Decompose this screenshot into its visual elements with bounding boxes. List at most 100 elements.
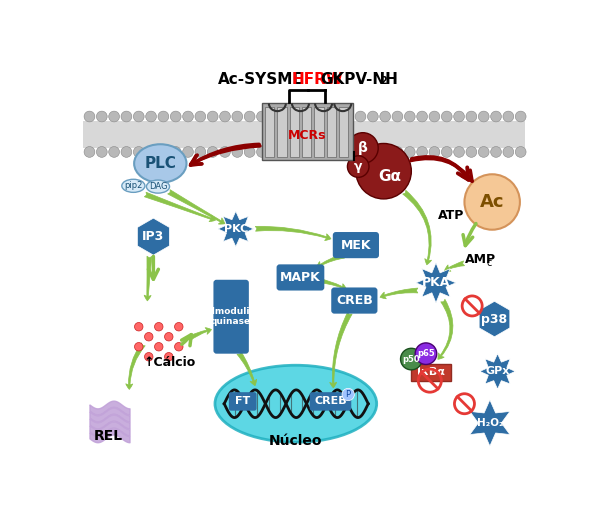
Circle shape [466,111,477,122]
Circle shape [158,147,169,157]
Circle shape [392,111,403,122]
Text: MEK: MEK [340,239,371,251]
Text: CREB: CREB [314,397,347,406]
Circle shape [400,348,422,370]
Text: p38: p38 [482,313,508,326]
Circle shape [109,147,120,157]
Bar [278,106,286,157]
Circle shape [429,111,440,122]
Circle shape [183,147,193,157]
Circle shape [306,147,317,157]
Circle shape [380,147,391,157]
Bar [314,106,324,157]
Circle shape [269,147,280,157]
Circle shape [232,147,243,157]
Circle shape [454,147,464,157]
Circle shape [158,111,169,122]
Text: 2: 2 [380,76,387,86]
Text: REL: REL [93,429,123,443]
Circle shape [415,343,436,364]
Text: H₂O₂: H₂O₂ [477,418,503,428]
Circle shape [515,147,526,157]
Circle shape [219,147,230,157]
Text: Núcleo: Núcleo [269,434,323,448]
Text: ATP: ATP [438,209,464,221]
Text: β: β [358,141,368,155]
Circle shape [441,147,452,157]
Bar [265,106,275,157]
Circle shape [347,133,378,163]
Text: GKPV-NH: GKPV-NH [320,72,398,87]
FancyBboxPatch shape [310,392,351,411]
Circle shape [503,147,514,157]
Circle shape [146,147,157,157]
Text: AMP: AMP [466,253,496,266]
Polygon shape [416,263,456,303]
FancyBboxPatch shape [229,392,257,411]
Circle shape [281,147,292,157]
Circle shape [306,111,317,122]
Ellipse shape [146,180,170,193]
FancyBboxPatch shape [213,280,249,354]
Circle shape [479,111,489,122]
Circle shape [232,111,243,122]
Circle shape [146,111,157,122]
Text: MCRs: MCRs [288,129,327,142]
Circle shape [343,111,353,122]
Text: MAPK: MAPK [280,271,321,284]
Polygon shape [138,218,170,255]
Circle shape [170,111,181,122]
Circle shape [133,147,144,157]
Ellipse shape [134,144,186,183]
Bar [412,364,451,381]
Text: PKA: PKA [422,276,450,289]
Text: ↑Cálcio: ↑Cálcio [144,356,196,370]
Circle shape [380,111,391,122]
Circle shape [208,111,218,122]
Circle shape [133,111,144,122]
Circle shape [454,111,464,122]
Text: IκBα: IκBα [417,367,445,377]
Text: IP3: IP3 [142,230,164,243]
Circle shape [170,147,181,157]
Circle shape [466,147,477,157]
Circle shape [343,147,353,157]
Circle shape [195,147,206,157]
Circle shape [121,111,132,122]
Text: Ac: Ac [480,193,505,211]
Text: FT: FT [235,397,250,406]
Circle shape [330,147,341,157]
Circle shape [490,111,502,122]
Polygon shape [480,354,515,389]
FancyBboxPatch shape [333,232,379,258]
Text: p65: p65 [417,349,435,358]
Circle shape [269,111,280,122]
Circle shape [429,147,440,157]
Circle shape [368,147,378,157]
Circle shape [392,147,403,157]
Circle shape [84,111,95,122]
Text: c: c [486,258,492,268]
Circle shape [244,147,255,157]
Circle shape [155,323,163,331]
Circle shape [135,343,143,351]
Circle shape [195,111,206,122]
Circle shape [356,144,412,199]
Circle shape [318,147,329,157]
Circle shape [219,111,230,122]
Text: GPx: GPx [486,366,510,376]
Polygon shape [470,400,510,446]
Circle shape [164,353,173,361]
Text: p50: p50 [403,355,420,363]
Circle shape [84,147,95,157]
Circle shape [441,111,452,122]
Circle shape [281,111,292,122]
Text: PLC: PLC [144,156,176,171]
Polygon shape [479,301,510,337]
Circle shape [347,156,369,177]
Circle shape [208,147,218,157]
Circle shape [503,111,514,122]
Ellipse shape [215,365,377,442]
Bar [289,106,299,157]
Circle shape [135,323,143,331]
